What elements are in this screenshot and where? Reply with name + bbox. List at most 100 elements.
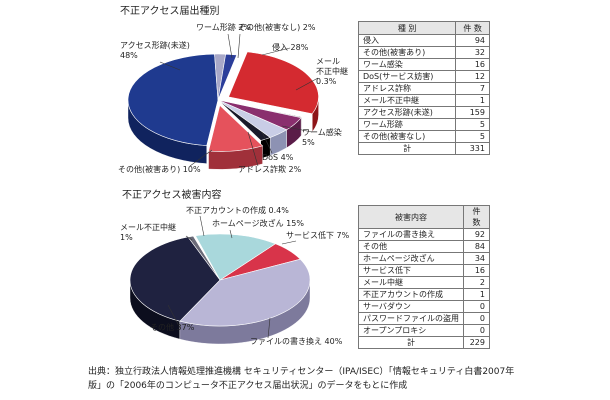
table-cell-category: DoS(サービス妨害) <box>357 70 457 83</box>
table-cell-count: 16 <box>455 58 490 71</box>
table-cell-count: 0 <box>463 312 490 325</box>
table-cell-count: 159 <box>455 106 490 119</box>
table-header-count: 件 数 <box>455 21 490 35</box>
table-cell-category: アクセス形跡(未遂) <box>357 106 457 119</box>
table-header-row: 被害内容 件 数 <box>358 205 490 229</box>
table-cell-count: 84 <box>463 240 490 253</box>
slice-label: その他 37% <box>150 322 195 332</box>
table-header-row: 種 別 件 数 <box>357 21 490 35</box>
table-cell-category: アドレス詐称 <box>357 82 457 95</box>
table-row: オープンプロキシ 0 <box>358 324 490 337</box>
table-total-count: 229 <box>463 336 490 349</box>
table-cell-count: 1 <box>455 94 490 107</box>
slice-label: メール不正中継 1% <box>120 222 176 242</box>
table-cell-category: ワーム形跡 <box>357 118 457 131</box>
table-row: サービス低下 16 <box>358 264 490 277</box>
table-cell-category: その他(被害あり) <box>357 46 457 59</box>
leader-line <box>295 77 319 91</box>
chart-title-1: 不正アクセス届出種別 <box>120 6 220 17</box>
table-cell-category: オープンプロキシ <box>358 324 464 337</box>
table-cell-category: その他 <box>358 240 464 253</box>
table-header-category: 被害内容 <box>358 205 464 229</box>
leader-line <box>247 131 259 167</box>
table-total-label: 計 <box>358 336 464 349</box>
table-row: ワーム感染 16 <box>357 58 490 71</box>
table-cell-count: 34 <box>463 252 490 265</box>
table-row: その他(被害あり) 32 <box>357 46 490 59</box>
table-cell-count: 0 <box>463 324 490 337</box>
leader-line <box>267 317 271 339</box>
table-cell-category: パスワードファイルの盗用 <box>358 312 464 325</box>
pie-slice <box>129 236 221 322</box>
table-row: その他(被害なし) 5 <box>357 130 490 143</box>
table-cell-category: メール不正中継 <box>357 94 457 107</box>
table-row: サーバダウン 0 <box>358 300 490 313</box>
slice-label: ワーム形跡 2% <box>196 22 251 32</box>
table-cell-count: 92 <box>463 228 490 241</box>
pie-slice <box>228 51 319 115</box>
table-total-label: 計 <box>357 142 457 155</box>
pie-slice <box>208 104 264 152</box>
table-row: メール中継 2 <box>358 276 490 289</box>
table-header-count: 件 数 <box>463 205 490 229</box>
table-row: 侵入 94 <box>357 34 490 47</box>
table-total-row: 計 331 <box>357 142 490 155</box>
table-row: その他 84 <box>358 240 490 253</box>
leader-line <box>199 215 205 237</box>
table-row: ホームページ改ざん 34 <box>358 252 490 265</box>
chart-title-2: 不正アクセス被害内容 <box>122 190 222 201</box>
table-total-row: 計 229 <box>358 336 490 349</box>
slice-label: 不正アカウントの作成 0.4% <box>186 205 289 215</box>
table-row: ファイルの書き換え 92 <box>358 228 490 241</box>
pie-slice <box>195 233 277 281</box>
source-note-line-1: 出典：独立行政法人情報処理推進機構 セキュリティセンター（IPA/ISEC）「情… <box>88 367 515 377</box>
leader-line <box>227 33 233 59</box>
slice-label: ファイルの書き換え 40% <box>250 336 343 346</box>
table-row: DoS(サービス妨害) 12 <box>357 70 490 83</box>
slice-label: ワーム感染 5% <box>302 127 342 147</box>
table-body-2: ファイルの書き換え 92 その他 84 ホームページ改ざん 34 サービス低下 16 メール中継… <box>358 228 490 349</box>
leader-line <box>261 47 291 56</box>
table-cell-category: その他(被害なし) <box>357 130 457 143</box>
table-cell-count: 32 <box>455 46 490 59</box>
table-body-1: 侵入 94 その他(被害あり) 32 ワーム感染 16 DoS(サービス妨害) 12 アドレス詐… <box>357 34 490 155</box>
data-table-1: 種 別 件 数 侵入 94 その他(被害あり) 32 ワーム感染 16 DoS(サービス妨害… <box>357 21 490 155</box>
leader-line <box>185 235 193 241</box>
source-note: 出典：独立行政法人情報処理推進機構 セキュリティセンター（IPA/ISEC）「情… <box>88 365 598 393</box>
table-cell-category: メール中継 <box>358 276 464 289</box>
table-cell-count: 1 <box>463 288 490 301</box>
table-cell-count: 7 <box>455 82 490 95</box>
slice-label: メール不正中継 0.3% <box>316 57 348 86</box>
pie-slice <box>127 53 219 146</box>
slice-label: サービス低下 7% <box>286 230 350 240</box>
table-cell-count: 16 <box>463 264 490 277</box>
table-row: アクセス形跡(未遂) 159 <box>357 106 490 119</box>
table-cell-count: 12 <box>455 70 490 83</box>
table-row: 不正アカウントの作成 1 <box>358 288 490 301</box>
table-cell-count: 2 <box>463 276 490 289</box>
slice-label: その他(被害あり) 10% <box>118 164 201 174</box>
slice-label: DoS 4% <box>262 153 294 162</box>
table-cell-count: 5 <box>455 118 490 131</box>
leader-line <box>229 229 233 239</box>
table-total-count: 331 <box>455 142 490 155</box>
slice-label: その他(被害なし) 2% <box>238 22 316 32</box>
table-cell-category: ワーム感染 <box>357 58 457 71</box>
table-cell-count: 5 <box>455 130 490 143</box>
table-cell-category: サーバダウン <box>358 300 464 313</box>
leader-line <box>281 240 297 245</box>
slice-label: アクセス形跡(未遂) 48% <box>120 40 190 60</box>
table-cell-category: 侵入 <box>357 34 457 47</box>
slice-label: アドレス詐欺 2% <box>238 164 302 174</box>
slice-label: 侵入 28% <box>272 42 309 52</box>
leader-line <box>237 33 241 59</box>
slice-label: ホームページ改ざん 15% <box>212 218 304 228</box>
table-row: ワーム形跡 5 <box>357 118 490 131</box>
table-cell-count: 0 <box>463 300 490 313</box>
table-row: メール不正中継 1 <box>357 94 490 107</box>
table-cell-category: 不正アカウントの作成 <box>358 288 464 301</box>
pie-chart-1: 侵入 28% メール不正中継 0.3% ワーム感染 5% DoS 4% アドレス詐欺 2% そ… <box>118 22 348 174</box>
source-note-line-2: 版」の「2006年のコンピュータ不正アクセス届出状況」のデータをもとに作成 <box>88 381 408 391</box>
